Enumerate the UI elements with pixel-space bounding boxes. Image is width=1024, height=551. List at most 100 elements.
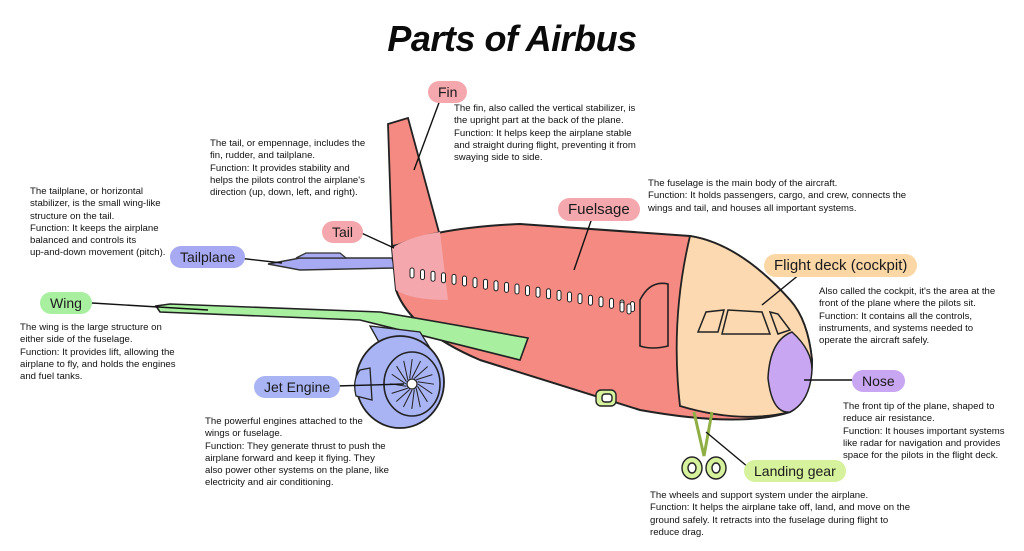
fan-blade — [391, 373, 407, 385]
wing-leader-line — [91, 302, 209, 311]
passenger-window — [430, 270, 436, 282]
engine-fan — [389, 358, 435, 410]
tailplane-description: The tailplane, or horizontal stabilizer, … — [30, 186, 180, 260]
description-line: direction (up, down, left, and right). — [210, 187, 358, 199]
tailplane-shape — [267, 257, 397, 271]
description-line: helps the pilots control the airplane's — [210, 174, 365, 186]
description-line: Function: It helps keep the airplane sta… — [454, 127, 632, 139]
landing-gear-description: The wheels and support system under the … — [650, 490, 920, 539]
description-line: swaying side to side. — [454, 152, 543, 164]
fan-blade — [415, 388, 421, 408]
passenger-window — [626, 303, 632, 315]
description-line: fin, rudder, and tailplane. — [210, 150, 316, 162]
description-line: operate the aircraft safely. — [819, 335, 930, 347]
passenger-window — [619, 301, 625, 313]
description-line: The fin, also called the vertical stabil… — [454, 103, 636, 114]
flight-deck-label: Flight deck (cockpit) — [764, 254, 918, 277]
description-line: Function: They generate thrust to push t… — [205, 440, 386, 452]
wing-description: The wing is the large structure on either… — [20, 322, 185, 383]
description-line: Function: It contains all the controls, — [819, 310, 973, 322]
description-line: also power other systems on the plane, l… — [205, 465, 389, 477]
door-shape — [639, 282, 669, 349]
description-line: Function: It houses important systems — [843, 425, 1005, 437]
jet-engine-leader-line — [335, 383, 405, 387]
engine-rear — [354, 367, 373, 401]
fuselage-label: Fuelsage — [558, 198, 640, 221]
passenger-window — [514, 283, 520, 295]
description-line: The tailplane, or horizontal — [30, 186, 144, 197]
landing-gear-label: Landing gear — [744, 460, 846, 482]
description-line: The tail, or empennage, includes the — [210, 138, 366, 149]
jet-engine-description: The powerful engines attached to the wing… — [205, 416, 405, 490]
description-line: the upright part at the back of the plan… — [454, 115, 624, 127]
passenger-window — [451, 273, 457, 285]
tailplane-label: Tailplane — [170, 246, 246, 268]
fan-blade — [402, 389, 413, 408]
fan-blade — [417, 386, 428, 403]
tail-label: Tail — [322, 221, 364, 243]
passenger-window — [409, 267, 415, 279]
nose-shape — [767, 331, 813, 413]
description-line: The wheels and support system under the … — [650, 490, 869, 501]
fuselage-leader-line — [573, 217, 593, 271]
passenger-window — [577, 293, 583, 305]
fuselage-description: The fuselage is the main body of the air… — [648, 178, 918, 215]
description-line: wings and tail, and houses all important… — [648, 202, 857, 214]
description-line: instruments, and systems needed to — [819, 322, 974, 334]
fin-shape — [387, 116, 442, 248]
description-line: wings or fuselage. — [205, 428, 283, 440]
wing-label: Wing — [40, 292, 92, 314]
nose-label: Nose — [852, 370, 905, 392]
description-line: Function: It provides stability and — [210, 162, 350, 174]
description-line: up-and-down movement (pitch). — [30, 247, 166, 259]
passenger-windows — [409, 267, 635, 315]
description-line: structure on the tail. — [30, 210, 115, 222]
fin-description: The fin, also called the vertical stabil… — [454, 103, 654, 164]
cockpit-window-1 — [696, 309, 726, 333]
passenger-window — [609, 297, 614, 309]
description-line: ground safely. It retracts into the fuse… — [650, 514, 889, 526]
description-line: airplane to fly, and holds the engines — [20, 358, 176, 370]
nose-description: The front tip of the plane, shaped to red… — [843, 401, 1023, 462]
passenger-window — [588, 294, 593, 306]
tailplane-leader-line — [237, 257, 283, 264]
cockpit-window-2 — [721, 309, 772, 335]
description-line: Function: It helps the airplane take off… — [650, 502, 911, 514]
description-line: balanced and controls its — [30, 235, 137, 247]
fan-blade — [395, 389, 411, 402]
passenger-window — [441, 272, 446, 284]
passenger-window — [535, 286, 541, 298]
tail-leader-line — [356, 230, 395, 249]
description-line: reduce air resistance. — [843, 413, 935, 425]
description-line: The front tip of the plane, shaped to — [843, 401, 995, 412]
description-line: airplane forward and keep it flying. The… — [205, 452, 375, 464]
description-line: and straight during flight, preventing i… — [454, 139, 636, 151]
tail-description: The tail, or empennage, includes the fin,… — [210, 138, 380, 199]
description-line: Function: It keeps the airplane — [30, 222, 159, 234]
description-line: electricity and air conditioning. — [205, 477, 334, 489]
passenger-window — [556, 289, 562, 301]
description-line: The fuselage is the main body of the air… — [648, 178, 838, 189]
description-line: Function: It holds passengers, cargo, an… — [648, 190, 907, 202]
fin-label: Fin — [428, 81, 468, 103]
landing-gear-shape — [595, 389, 727, 480]
fan-blade — [413, 366, 429, 379]
flight-deck-description: Also called the cockpit, it's the area a… — [819, 286, 1015, 347]
page-title: Parts of Airbus — [387, 18, 637, 59]
fan-blade — [409, 358, 413, 379]
cockpit-window-3 — [768, 310, 792, 335]
fan-blade — [417, 383, 433, 395]
description-line: like radar for navigation and provides — [843, 437, 1001, 449]
tail-cone-shape — [392, 232, 448, 300]
passenger-window — [525, 285, 530, 297]
passenger-window — [483, 278, 488, 290]
flight-deck-leader-line — [761, 273, 801, 306]
description-line: The wing is the large structure on — [20, 322, 162, 333]
description-line: Function: It provides lift, allowing the — [20, 346, 175, 358]
fan-blade — [391, 387, 408, 394]
description-line: either side of the fuselage. — [20, 334, 133, 346]
description-line: The powerful engines attached to the — [205, 416, 363, 427]
description-line: Also called the cockpit, it's the area a… — [819, 286, 996, 297]
passenger-window — [420, 269, 425, 281]
